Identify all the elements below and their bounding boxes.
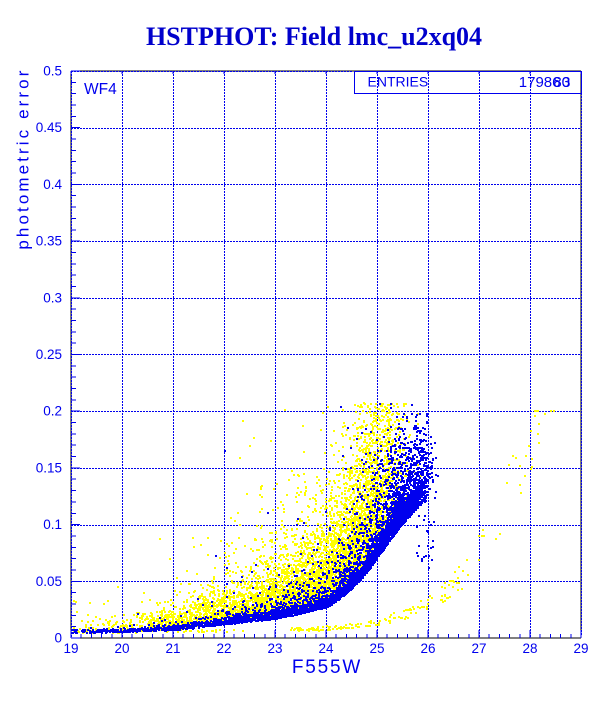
svg-text:26: 26 bbox=[420, 641, 435, 656]
svg-text:3: 3 bbox=[562, 74, 570, 91]
svg-text:HSTPHOT: Field lmc_u2xq04: HSTPHOT: Field lmc_u2xq04 bbox=[146, 22, 482, 51]
svg-text:19: 19 bbox=[63, 641, 78, 656]
svg-text:WF4: WF4 bbox=[84, 81, 117, 98]
svg-text:29: 29 bbox=[573, 641, 588, 656]
svg-text:17986: 17986 bbox=[519, 74, 561, 91]
svg-text:0.5: 0.5 bbox=[43, 64, 62, 79]
svg-text:0.35: 0.35 bbox=[36, 234, 62, 249]
svg-text:80: 80 bbox=[553, 74, 570, 91]
svg-text:photometric error: photometric error bbox=[14, 68, 33, 250]
svg-text:27: 27 bbox=[471, 641, 486, 656]
svg-text:0.2: 0.2 bbox=[43, 404, 62, 419]
svg-text:0.15: 0.15 bbox=[36, 460, 62, 475]
svg-text:0.1: 0.1 bbox=[43, 517, 62, 532]
svg-text:23: 23 bbox=[267, 641, 282, 656]
svg-text:0.3: 0.3 bbox=[43, 290, 62, 305]
svg-text:20: 20 bbox=[114, 641, 129, 656]
svg-text:0.45: 0.45 bbox=[36, 120, 62, 135]
svg-text:24: 24 bbox=[318, 641, 334, 656]
svg-text:ENTRIES: ENTRIES bbox=[368, 74, 429, 90]
svg-text:0.4: 0.4 bbox=[43, 177, 62, 192]
svg-text:0: 0 bbox=[54, 631, 62, 646]
svg-text:21: 21 bbox=[165, 641, 180, 656]
svg-text:0.25: 0.25 bbox=[36, 347, 62, 362]
svg-text:25: 25 bbox=[369, 641, 384, 656]
svg-text:0.05: 0.05 bbox=[36, 574, 62, 589]
svg-text:F555W: F555W bbox=[292, 657, 362, 678]
svg-text:22: 22 bbox=[216, 641, 231, 656]
svg-text:28: 28 bbox=[522, 641, 537, 656]
